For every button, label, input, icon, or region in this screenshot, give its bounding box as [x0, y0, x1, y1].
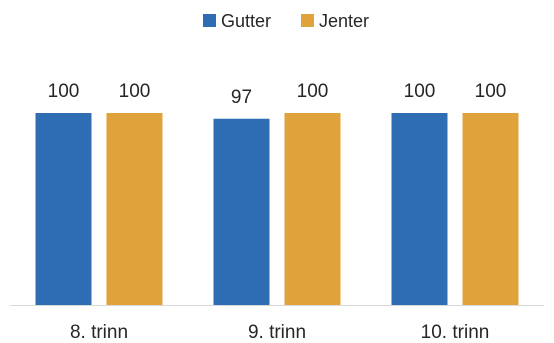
bar-jenter-2: [284, 113, 341, 305]
data-labels: 100 100 97 100 100 100: [48, 81, 507, 108]
legend-swatch-jenter: [301, 14, 314, 27]
legend-label-jenter: Jenter: [319, 11, 369, 31]
data-label-jenter-3: 100: [475, 81, 507, 102]
bar-jenter-3: [462, 113, 519, 305]
x-axis-tick-labels: 8. trinn 9. trinn 10. trinn: [70, 322, 489, 343]
x-tick-label-3: 10. trinn: [421, 322, 490, 343]
bar-gutter-1: [35, 113, 92, 305]
bar-gutter-2: [213, 118, 270, 305]
bar-gutter-3: [391, 113, 448, 305]
legend: Gutter Jenter: [203, 11, 369, 31]
data-label-jenter-2: 100: [297, 81, 329, 102]
legend-label-gutter: Gutter: [221, 11, 271, 31]
data-label-jenter-1: 100: [119, 81, 151, 102]
x-tick-label-2: 9. trinn: [248, 322, 306, 343]
data-label-gutter-1: 100: [48, 81, 80, 102]
bars: [35, 113, 519, 305]
x-tick-label-1: 8. trinn: [70, 322, 128, 343]
legend-swatch-gutter: [203, 14, 216, 27]
data-label-gutter-3: 100: [404, 81, 436, 102]
data-label-gutter-2: 97: [231, 87, 252, 108]
bar-jenter-1: [106, 113, 163, 305]
